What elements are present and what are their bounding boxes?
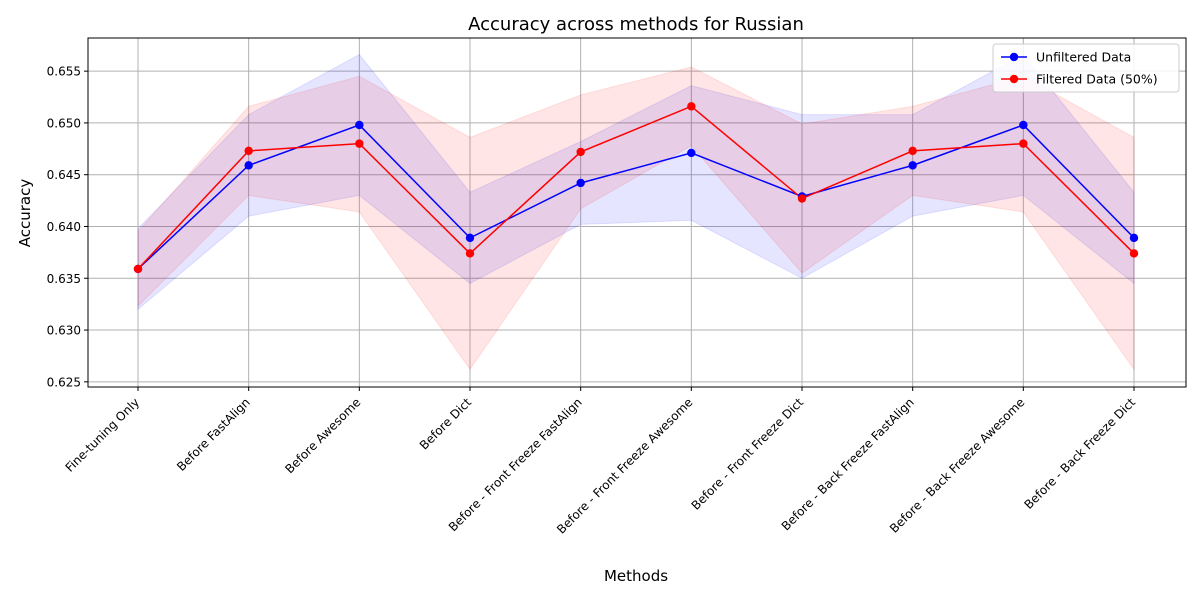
- series-line: [137, 105, 1135, 270]
- y-tick-label: 0.640: [47, 220, 81, 234]
- x-tick-label: Before - Front Freeze FastAlign: [446, 395, 585, 534]
- data-point: [1129, 233, 1139, 243]
- data-point: [465, 233, 475, 243]
- x-tick-label: Before Dict: [417, 395, 474, 452]
- legend-box: [992, 43, 1180, 93]
- data-point: [908, 146, 917, 156]
- y-tick-label: 0.625: [47, 375, 81, 389]
- confidence-band: [137, 53, 1135, 311]
- data-point: [133, 264, 143, 274]
- legend-label: Filtered Data (50%): [1036, 72, 1158, 87]
- chart-title: Accuracy across methods for Russian: [468, 14, 804, 35]
- x-tick-label: Before - Front Freeze Awesome: [554, 395, 695, 536]
- data-point: [687, 102, 696, 111]
- data-point: [687, 148, 696, 158]
- data-point: [465, 249, 475, 258]
- y-axis-ticks: 0.625 0.630 0.635 0.640 0.645 0.650 0.655: [47, 65, 88, 389]
- y-axis-title: Accuracy: [16, 179, 34, 248]
- confidence-bands: [137, 53, 1135, 371]
- data-point: [797, 194, 807, 203]
- x-tick-label: Before - Front Freeze Dict: [689, 395, 807, 513]
- x-tick-label: Before - Back Freeze Awesome: [887, 395, 1027, 535]
- y-tick-label: 0.650: [47, 116, 81, 130]
- grid: [88, 38, 1186, 387]
- x-tick-label: Before Awesome: [282, 395, 363, 476]
- data-point: [355, 120, 364, 130]
- plot-frame: [87, 37, 1187, 388]
- data-point: [1019, 120, 1028, 130]
- x-tick-label: Fine-tuning Only: [63, 395, 143, 475]
- legend-label: Unfiltered Data: [1036, 50, 1131, 65]
- series-line: [137, 124, 1135, 270]
- x-tick-label: Before - Back Freeze Dict: [1021, 395, 1138, 512]
- data-point: [244, 146, 253, 156]
- data-point: [576, 178, 585, 188]
- confidence-band: [137, 66, 1135, 371]
- y-tick-label: 0.655: [47, 65, 81, 79]
- data-point: [908, 161, 917, 170]
- y-tick-label: 0.635: [47, 272, 81, 286]
- x-tick-label: Before - Back Freeze FastAlign: [779, 395, 917, 533]
- y-tick-label: 0.645: [47, 168, 81, 182]
- data-point: [355, 139, 364, 148]
- x-tick-label: Before FastAlign: [174, 395, 253, 474]
- data-point: [244, 161, 253, 170]
- series-lines: [137, 105, 1135, 270]
- legend-marker: [1009, 74, 1019, 84]
- y-tick-label: 0.630: [47, 324, 81, 338]
- data-point: [1129, 249, 1139, 258]
- data-point: [1019, 139, 1028, 148]
- series-points: [133, 102, 1139, 274]
- legend: Unfiltered Data Filtered Data (50%): [992, 43, 1180, 93]
- x-axis-title: Methods: [604, 567, 668, 585]
- legend-marker: [1009, 52, 1019, 62]
- data-point: [576, 147, 585, 157]
- x-axis-ticks: Fine-tuning Only Before FastAlign Before A…: [63, 387, 1138, 537]
